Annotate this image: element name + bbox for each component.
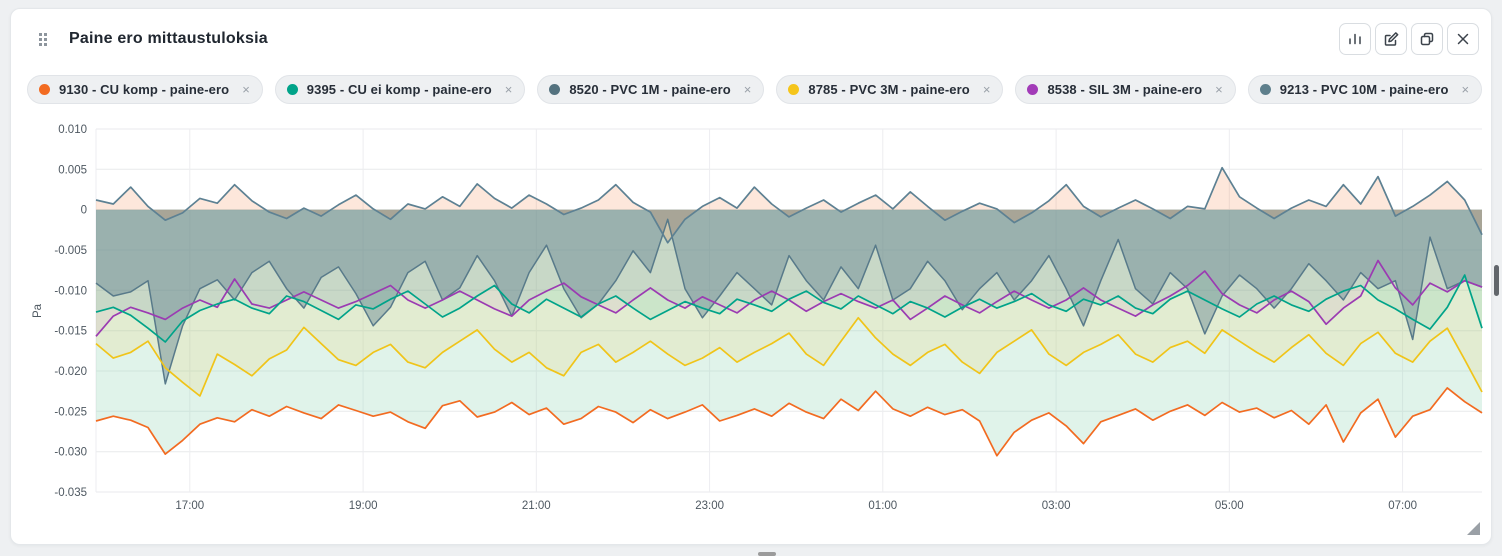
chip-remove-icon[interactable]: × [1461, 82, 1470, 97]
close-icon [1457, 33, 1469, 45]
y-axis-title: Pa [32, 303, 44, 318]
legend-chip-label: 8785 - PVC 3M - paine-ero [808, 82, 970, 97]
legend-chip[interactable]: 9130 - CU komp - paine-ero × [27, 75, 263, 104]
drag-handle-icon[interactable] [39, 32, 47, 46]
legend-chips-row: 9130 - CU komp - paine-ero × 9395 - CU ei … [27, 75, 1483, 104]
legend-chip-label: 8520 - PVC 1M - paine-ero [569, 82, 731, 97]
x-axis-tick-label: 19:00 [349, 500, 378, 512]
legend-chip[interactable]: 8520 - PVC 1M - paine-ero × [537, 75, 765, 104]
y-axis-tick-label: 0.010 [58, 124, 87, 136]
y-axis-tick-label: 0 [81, 205, 87, 217]
chip-remove-icon[interactable]: × [242, 82, 250, 97]
page-scrollbar-thumb[interactable] [1494, 265, 1499, 296]
legend-chip-label: 9395 - CU ei komp - paine-ero [306, 82, 492, 97]
edit-button[interactable] [1375, 23, 1407, 55]
y-axis-tick-label: -0.025 [54, 406, 87, 418]
series-color-dot [1027, 84, 1039, 95]
resize-grip-icon[interactable] [1467, 522, 1480, 535]
series-line[interactable] [95, 218, 1483, 385]
x-axis-tick-label: 01:00 [868, 500, 897, 512]
x-axis-tick-label: 17:00 [175, 500, 204, 512]
legend-chip-label: 8538 - SIL 3M - paine-ero [1047, 82, 1203, 97]
duplicate-button[interactable] [1411, 23, 1443, 55]
series-area [96, 209, 1482, 337]
y-axis-tick-label: -0.030 [54, 447, 87, 459]
copy-icon [1420, 32, 1434, 46]
y-axis-tick-label: -0.005 [54, 245, 87, 257]
series-area [96, 209, 1482, 396]
series-line[interactable] [95, 274, 1483, 343]
panel-toolbar [1339, 23, 1479, 55]
legend-chip[interactable]: 9395 - CU ei komp - paine-ero × [274, 75, 526, 104]
series-area [96, 209, 1482, 384]
series-line[interactable] [95, 316, 1483, 397]
chart-area[interactable]: 0.010 0.005 0 -0.005 -0.010 -0.015 -0.020 -0.02… [11, 9, 1493, 546]
y-axis-tick-label: -0.010 [54, 285, 87, 297]
series-color-dot [1259, 84, 1271, 95]
chart-type-button[interactable] [1339, 23, 1371, 55]
y-axis-tick-label: -0.015 [54, 326, 87, 338]
panel-resize-bar[interactable] [758, 552, 776, 556]
chip-remove-icon[interactable]: × [1215, 82, 1223, 97]
x-axis-tick-label: 05:00 [1215, 500, 1244, 512]
chip-remove-icon[interactable]: × [982, 82, 991, 97]
y-axis-tick-label: -0.020 [54, 366, 87, 378]
x-axis-tick-label: 23:00 [695, 500, 724, 512]
legend-chip-label: 9213 - PVC 10M - paine-ero [1279, 82, 1449, 97]
x-axis-tick-label: 21:00 [522, 500, 551, 512]
series-line[interactable] [95, 387, 1483, 457]
legend-chip[interactable]: 8538 - SIL 3M - paine-ero × [1015, 75, 1236, 104]
edit-icon [1384, 32, 1399, 46]
legend-chip[interactable]: 8785 - PVC 3M - paine-ero × [776, 75, 1004, 104]
panel-card: Paine ero mittaustuloksia [10, 8, 1493, 556]
chip-remove-icon[interactable]: × [504, 82, 513, 97]
bar-chart-icon [1349, 33, 1361, 45]
line-chart[interactable]: 0.010 0.005 0 -0.005 -0.010 -0.015 -0.020 -0.02… [11, 9, 1493, 546]
series-color-dot [39, 84, 50, 95]
series-color-dot [549, 84, 561, 95]
series-color-dot [788, 84, 800, 95]
legend-chip-label: 9130 - CU komp - paine-ero [59, 82, 230, 97]
y-axis-tick-label: 0.005 [58, 164, 87, 176]
panel-title: Paine ero mittaustuloksia [69, 30, 268, 47]
close-button[interactable] [1447, 23, 1479, 55]
series-color-dot [286, 84, 298, 95]
x-axis-tick-label: 03:00 [1042, 500, 1071, 512]
series-line[interactable] [95, 166, 1483, 244]
chip-remove-icon[interactable]: × [743, 82, 752, 97]
series-area [96, 209, 1482, 342]
panel-header: Paine ero mittaustuloksia [11, 9, 1491, 69]
x-axis-tick-label: 07:00 [1388, 500, 1417, 512]
legend-chip[interactable]: 9213 - PVC 10M - paine-ero × [1247, 75, 1483, 104]
y-axis-tick-label: -0.035 [54, 487, 87, 499]
